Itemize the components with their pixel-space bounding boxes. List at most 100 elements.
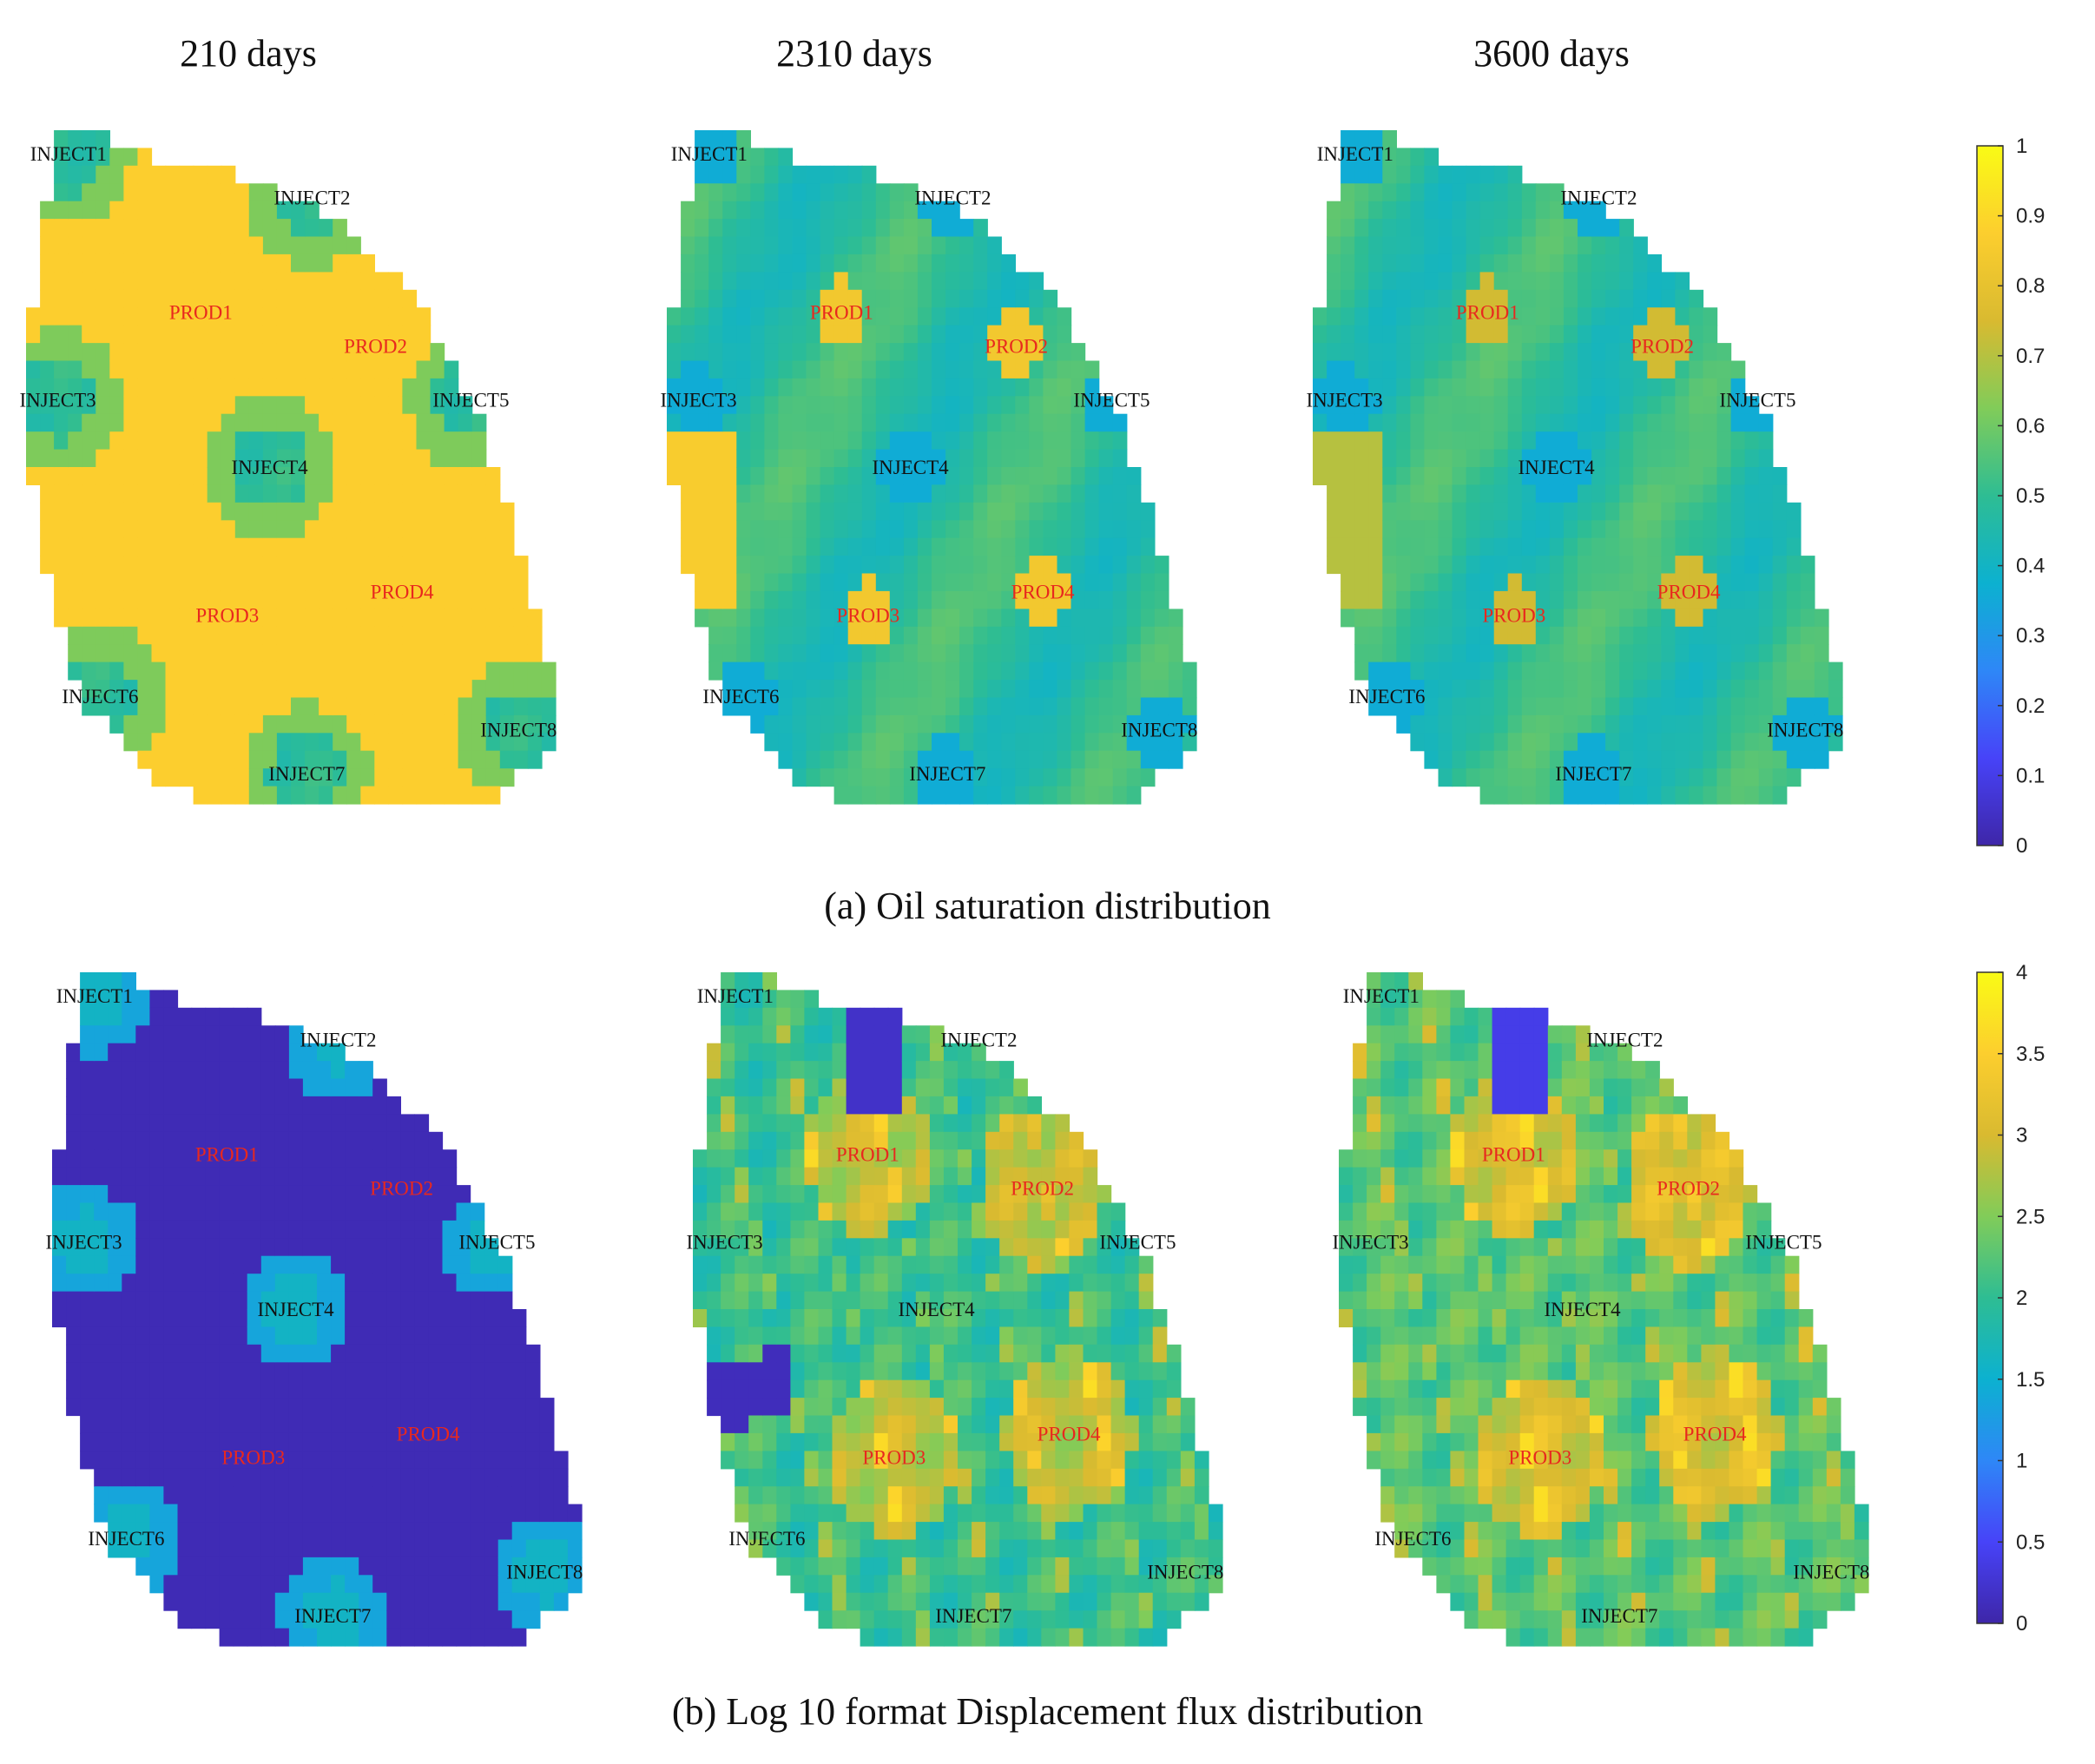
grid-cell [1341,413,1355,432]
grid-cell [792,396,807,415]
well-label-inject8: INJECT8 [480,720,557,741]
grid-cell [346,413,361,432]
grid-cell [1563,556,1578,575]
grid-cell [806,360,821,379]
grid-cell [305,644,320,663]
grid-cell [193,378,208,397]
grid-cell [1675,396,1690,415]
grid-cell [470,1432,485,1451]
grid-cell [987,697,1002,716]
grid-cell [932,590,946,609]
grid-cell [832,1114,847,1133]
grid-cell [374,449,389,468]
grid-cell [416,378,432,397]
grid-cell [205,1539,221,1558]
grid-cell [1605,307,1620,326]
grid-cell [193,307,208,326]
grid-cell [274,1539,290,1558]
grid-cell [1368,520,1383,539]
grid-cell [123,272,139,291]
grid-cell [820,733,835,752]
grid-cell [1675,609,1690,628]
grid-cell [750,680,765,699]
grid-cell [151,343,167,362]
grid-cell [903,219,919,238]
grid-cell [333,750,347,769]
grid-cell [1619,697,1634,716]
grid-cell [219,1007,234,1026]
grid-cell [889,201,905,220]
grid-cell [833,307,849,326]
grid-cell [762,1274,777,1293]
grid-cell [345,1167,359,1186]
well-label-prod3: PROD3 [1482,605,1545,627]
grid-cell [1730,396,1746,415]
grid-cell [1396,183,1411,202]
grid-cell [917,573,932,592]
grid-cell [1084,520,1100,539]
grid-cell [736,662,751,681]
grid-cell [345,1185,359,1204]
grid-cell [1772,714,1788,734]
grid-cell [346,573,361,592]
grid-cell [959,609,974,628]
grid-cell [1521,697,1537,716]
grid-cell [388,325,404,344]
grid-cell [1563,289,1578,308]
grid-cell [1410,467,1426,485]
grid-cell [248,644,264,663]
grid-cell [1605,644,1620,663]
grid-cell [750,289,765,308]
grid-cell [721,972,735,991]
grid-cell [274,1149,290,1168]
grid-cell [1521,467,1537,485]
grid-cell [149,1202,165,1221]
grid-cell [219,1432,234,1451]
grid-cell [96,626,110,645]
grid-cell [248,360,264,379]
grid-cell [1549,201,1565,220]
grid-cell [847,236,863,255]
grid-cell [1466,325,1481,344]
grid-cell [331,1096,346,1115]
grid-cell [1828,714,1843,734]
grid-cell [1396,556,1411,575]
grid-cell [1084,556,1100,575]
grid-cell [1605,768,1620,787]
grid-cell [1354,449,1369,468]
grid-cell [1675,768,1690,787]
well-label-inject3: INJECT3 [46,1231,122,1253]
grid-cell [1438,573,1453,592]
grid-cell [875,236,891,255]
grid-cell [68,626,82,645]
grid-cell [193,590,208,609]
grid-cell [1382,573,1397,592]
grid-cell [1689,449,1704,468]
grid-cell [1647,680,1662,699]
grid-cell [1563,467,1578,485]
grid-cell [1535,520,1551,539]
grid-cell [82,449,96,468]
grid-cell [1689,644,1704,663]
grid-cell [359,1167,373,1186]
grid-cell [1605,360,1620,379]
grid-cell [471,786,487,805]
grid-cell [149,1274,165,1293]
grid-cell [932,520,946,539]
grid-cell [430,662,445,681]
grid-cell [959,697,974,716]
grid-cell [248,750,264,769]
grid-cell [122,1362,136,1381]
grid-cell [359,1628,373,1647]
grid-cell [847,431,863,451]
grid-cell [1661,537,1676,556]
grid-cell [1535,644,1551,663]
grid-cell [889,289,905,308]
grid-cell [1730,537,1746,556]
grid-cell [1563,431,1578,451]
grid-cell [359,1379,373,1399]
grid-cell [901,1043,917,1062]
grid-cell [860,1238,875,1257]
grid-cell [260,1131,276,1150]
grid-cell [66,1274,81,1293]
